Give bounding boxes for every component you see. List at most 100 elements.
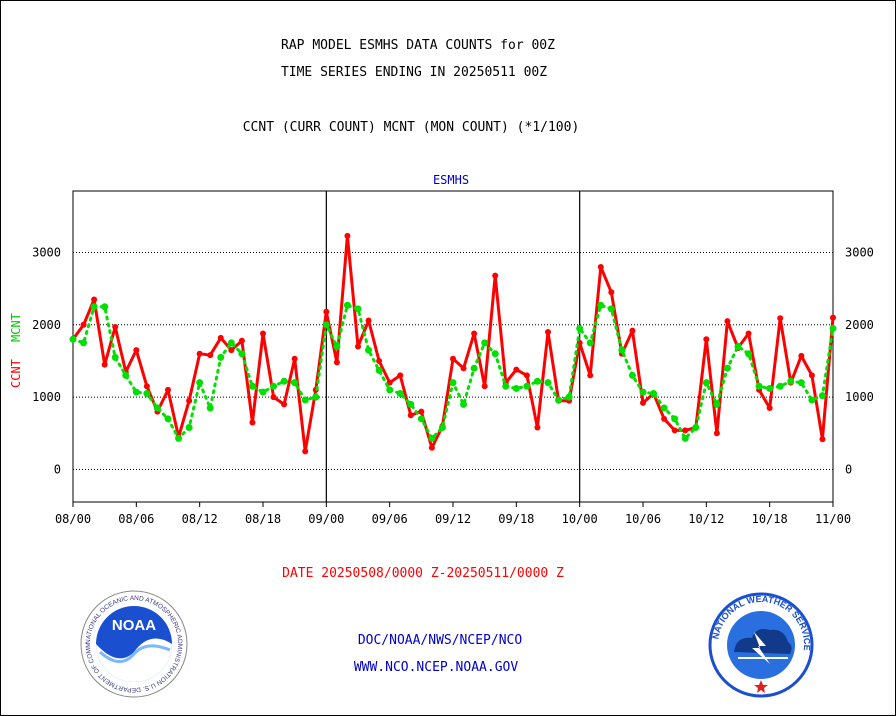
data-point-ccnt: [302, 448, 309, 455]
ytick-label-right: 0: [845, 462, 852, 476]
org-path-link[interactable]: DOC/NOAA/NWS/NCEP/NCO: [357, 633, 523, 648]
data-point-mcnt: [111, 353, 119, 361]
data-point-ccnt: [291, 355, 298, 362]
data-point-mcnt: [122, 371, 130, 379]
xtick-label: 10/06: [625, 512, 661, 526]
data-point-ccnt: [165, 386, 171, 393]
chart-title-line2: TIME SERIES ENDING IN 20250511 00Z: [280, 65, 548, 80]
chart-subtitle: CCNT (CURR COUNT) MCNT (MON COUNT) (*1/1…: [242, 120, 580, 135]
ylabel-ccnt: CCNT: [9, 359, 23, 388]
noaa-logo: NOAA NATIONAL OCEANIC AND ATMOSPHERIC AD…: [80, 590, 188, 698]
data-point-ccnt: [249, 419, 256, 426]
data-point-ccnt: [101, 361, 108, 368]
data-point-mcnt: [481, 339, 489, 347]
ytick-label-left: 2000: [32, 318, 61, 332]
data-point-mcnt: [681, 434, 689, 442]
data-point-mcnt: [101, 303, 109, 311]
chart-title-line1: RAP MODEL ESMHS DATA COUNTS for 00Z: [281, 38, 555, 53]
data-point-mcnt: [280, 377, 288, 385]
data-point-ccnt: [819, 436, 826, 443]
noaa-logo-text: NOAA: [112, 617, 156, 634]
date-range-label: DATE 20250508/0000 Z-20250511/0000 Z: [282, 566, 564, 581]
data-point-mcnt: [354, 305, 362, 313]
data-point-mcnt: [745, 350, 753, 358]
data-point-mcnt: [417, 415, 425, 423]
data-point-mcnt: [248, 382, 256, 390]
data-point-mcnt: [69, 335, 77, 343]
data-point-mcnt: [343, 301, 351, 309]
ytick-label-right: 2000: [845, 318, 874, 332]
data-point-mcnt: [375, 366, 383, 374]
data-point-mcnt: [597, 301, 605, 309]
data-point-mcnt: [502, 382, 510, 390]
website-link[interactable]: WWW.NCO.NCEP.NOAA.GOV: [353, 660, 519, 675]
data-point-ccnt: [196, 350, 203, 357]
data-point-mcnt: [702, 379, 710, 387]
data-point-ccnt: [671, 427, 678, 434]
data-point-ccnt: [492, 272, 499, 279]
data-point-ccnt: [143, 383, 150, 390]
data-point-mcnt: [90, 303, 98, 311]
ytick-label-right: 1000: [845, 390, 874, 404]
data-point-ccnt: [724, 318, 731, 325]
data-point-ccnt: [355, 343, 361, 350]
data-point-ccnt: [260, 330, 266, 337]
data-point-ccnt: [207, 352, 214, 359]
data-point-mcnt: [734, 343, 742, 350]
xtick-label: 09/06: [372, 512, 408, 526]
data-point-mcnt: [438, 424, 446, 432]
data-point-mcnt: [227, 339, 235, 347]
data-point-ccnt: [481, 383, 488, 390]
data-point-mcnt: [132, 388, 140, 396]
data-point-ccnt: [80, 321, 87, 328]
data-point-ccnt: [186, 397, 193, 404]
data-point-mcnt: [586, 339, 594, 347]
data-point-mcnt: [639, 388, 647, 396]
data-point-ccnt: [703, 336, 710, 343]
data-point-mcnt: [460, 400, 468, 408]
data-point-mcnt: [470, 364, 478, 372]
data-point-mcnt: [808, 396, 816, 404]
data-point-ccnt: [323, 308, 330, 315]
xtick-label: 09/00: [308, 512, 344, 526]
xtick-label: 08/00: [55, 512, 91, 526]
data-point-mcnt: [206, 404, 214, 412]
data-point-mcnt: [153, 404, 161, 412]
data-point-mcnt: [818, 392, 826, 400]
data-point-mcnt: [618, 346, 626, 354]
plot-frame: [72, 190, 834, 503]
data-point-ccnt: [112, 323, 119, 330]
panel-title: ESMHS: [433, 173, 469, 187]
data-point-mcnt: [196, 379, 204, 387]
data-point-mcnt: [270, 382, 278, 390]
data-point-mcnt: [766, 384, 774, 392]
xtick-label: 11/00: [815, 512, 851, 526]
series-line-ccnt: [71, 234, 835, 453]
data-point-ccnt: [830, 314, 836, 321]
data-point-ccnt: [661, 415, 668, 422]
data-point-ccnt: [682, 427, 689, 434]
data-point-mcnt: [512, 384, 520, 392]
data-point-mcnt: [259, 388, 267, 396]
data-point-mcnt: [301, 396, 309, 404]
data-point-mcnt: [143, 390, 151, 398]
data-point-ccnt: [418, 408, 425, 415]
xtick-label: 09/12: [435, 512, 471, 526]
data-point-mcnt: [365, 346, 373, 354]
data-point-mcnt: [607, 305, 615, 313]
data-point-ccnt: [713, 430, 720, 437]
data-point-mcnt: [628, 371, 636, 379]
xtick-label: 08/06: [118, 512, 154, 526]
data-point-mcnt: [322, 321, 330, 329]
data-point-mcnt: [565, 393, 573, 401]
xtick-label: 10/18: [752, 512, 788, 526]
data-point-ccnt: [460, 365, 467, 372]
data-point-ccnt: [333, 359, 340, 366]
data-point-ccnt: [534, 424, 541, 431]
data-point-ccnt: [133, 347, 140, 354]
data-point-mcnt: [185, 424, 193, 432]
data-point-mcnt: [333, 343, 341, 350]
data-point-ccnt: [597, 263, 604, 270]
data-point-mcnt: [491, 350, 499, 358]
ytick-label-left: 3000: [32, 245, 61, 259]
